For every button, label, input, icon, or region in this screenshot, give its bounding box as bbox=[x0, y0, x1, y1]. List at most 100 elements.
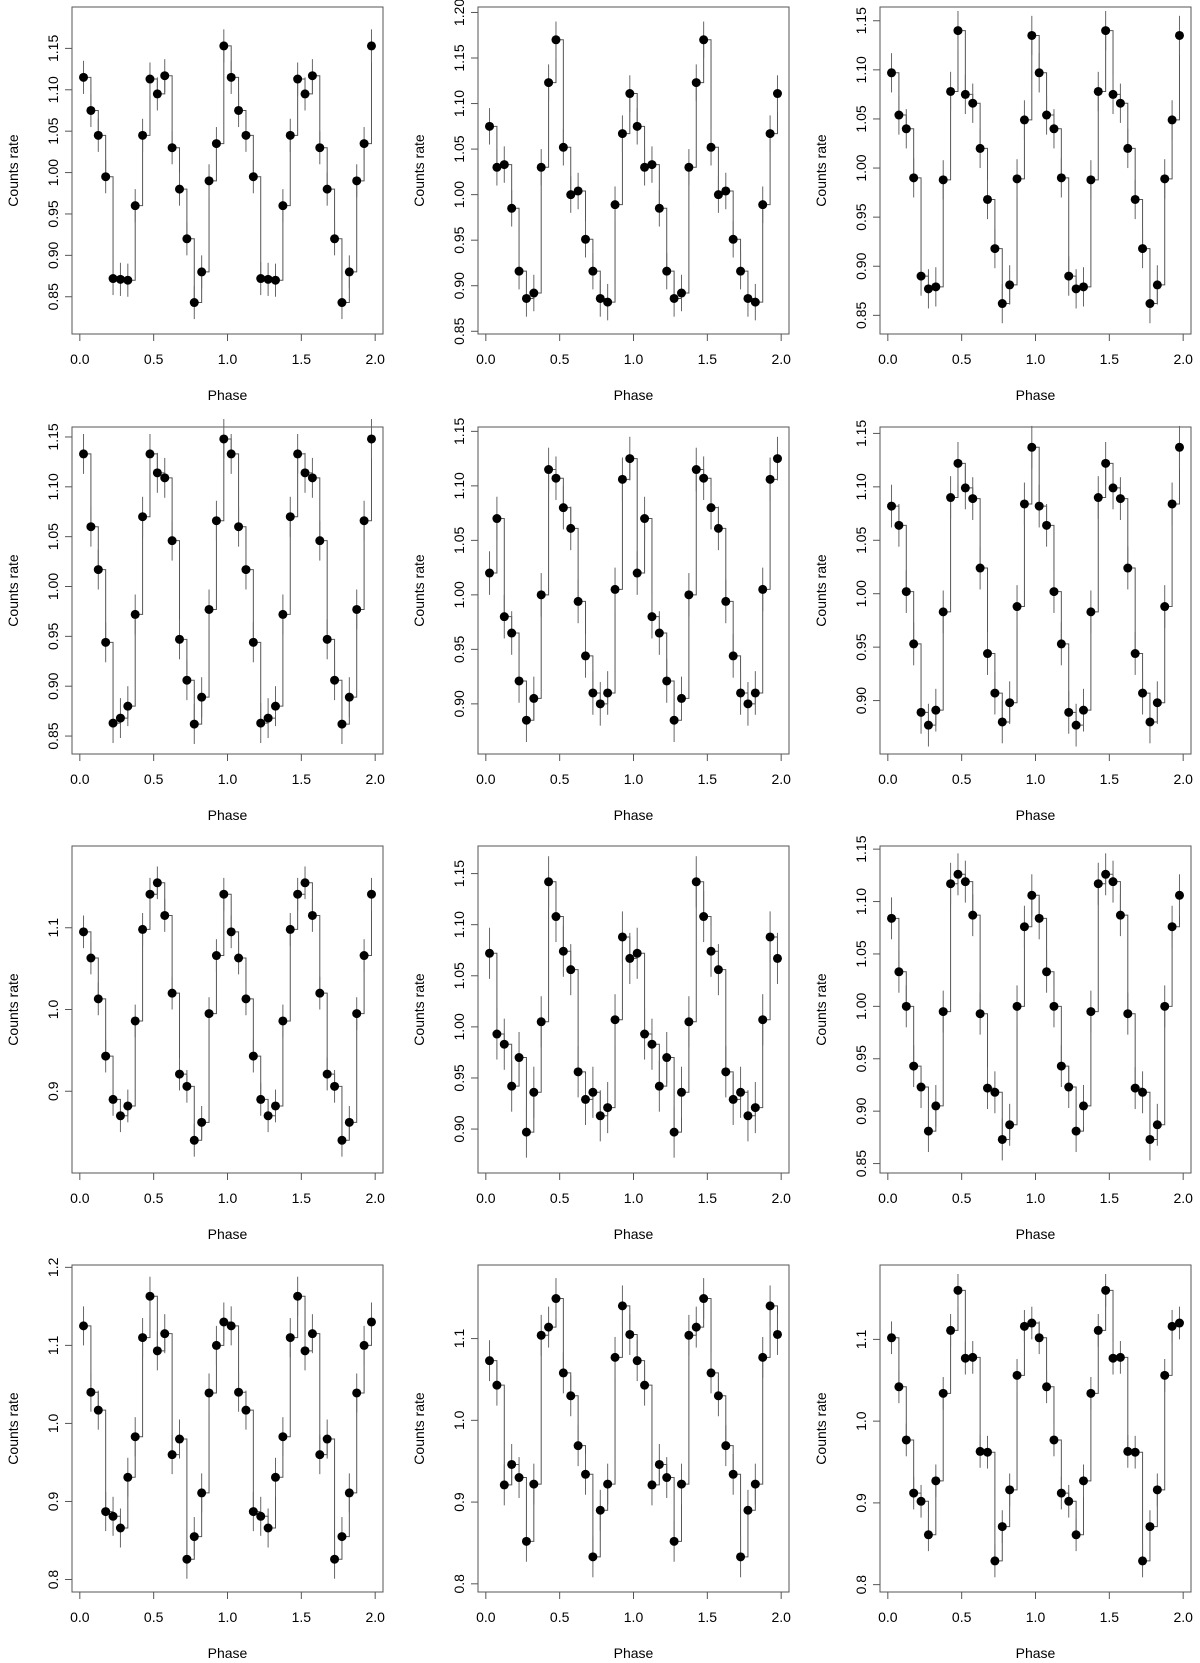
y-tick-label: 1.10 bbox=[451, 472, 467, 499]
data-point bbox=[706, 946, 716, 956]
y-tick-label: 0.8 bbox=[451, 1574, 467, 1594]
x-tick-label: 1.5 bbox=[698, 351, 718, 367]
data-point bbox=[322, 634, 332, 644]
data-point bbox=[923, 720, 933, 730]
data-point bbox=[1071, 1530, 1081, 1540]
x-tick-label: 0.5 bbox=[952, 1609, 972, 1625]
y-tick-label: 0.90 bbox=[451, 272, 467, 299]
data-point bbox=[315, 1450, 325, 1460]
x-tick-label: 2.0 bbox=[365, 1190, 385, 1206]
data-point bbox=[86, 1387, 96, 1397]
data-point bbox=[152, 468, 162, 478]
panel: 0.0 0.5 1.0 1.5 2.0 0.90 0.95 1.00 1.05 1.10 1.15 P… bbox=[813, 420, 1193, 823]
data-point bbox=[248, 1507, 258, 1517]
data-point bbox=[750, 297, 760, 307]
data-point bbox=[1108, 877, 1118, 887]
data-point bbox=[551, 1294, 561, 1304]
x-axis-label: Phase bbox=[614, 1226, 654, 1242]
y-tick-label: 0.85 bbox=[853, 1150, 869, 1177]
data-point bbox=[359, 139, 369, 149]
data-point bbox=[344, 267, 354, 277]
step-line bbox=[83, 1295, 372, 1560]
x-tick-label: 1.5 bbox=[1100, 771, 1120, 787]
data-point bbox=[211, 139, 221, 149]
y-tick-label: 0.85 bbox=[853, 302, 869, 329]
data-point bbox=[728, 1094, 738, 1104]
data-point bbox=[1049, 124, 1059, 134]
y-axis-label: Counts rate bbox=[411, 134, 427, 207]
x-axis-label: Phase bbox=[1016, 1645, 1056, 1661]
data-point bbox=[938, 1007, 948, 1017]
data-point bbox=[485, 948, 495, 958]
data-point bbox=[145, 74, 155, 84]
x-axis-label: Phase bbox=[1016, 807, 1056, 823]
data-point bbox=[248, 172, 258, 182]
data-point bbox=[1130, 649, 1140, 659]
y-tick-label: 1.00 bbox=[853, 993, 869, 1020]
data-point bbox=[1101, 869, 1111, 879]
y-tick-label: 1.15 bbox=[451, 44, 467, 71]
data-point bbox=[990, 1556, 1000, 1566]
data-point bbox=[1019, 1321, 1029, 1331]
data-point bbox=[182, 1554, 192, 1564]
y-axis-label: Counts rate bbox=[5, 134, 21, 207]
y-tick-label: 0.9 bbox=[45, 1081, 61, 1101]
data-point bbox=[901, 1001, 911, 1011]
data-point bbox=[226, 1321, 236, 1331]
data-point bbox=[79, 1321, 89, 1331]
data-point bbox=[736, 266, 746, 276]
y-axis-label: Counts rate bbox=[813, 1392, 829, 1465]
data-point bbox=[315, 143, 325, 153]
data-point bbox=[167, 988, 177, 998]
x-tick-label: 0.0 bbox=[878, 351, 898, 367]
x-tick-label: 1.0 bbox=[624, 1609, 644, 1625]
data-point bbox=[654, 628, 664, 638]
data-point bbox=[728, 651, 738, 661]
data-point bbox=[595, 1505, 605, 1515]
data-point bbox=[521, 1536, 531, 1546]
data-point bbox=[492, 1380, 502, 1390]
data-point bbox=[499, 1039, 509, 1049]
panel: 0.0 0.5 1.0 1.5 2.0 0.85 0.90 0.95 1.00 1.05 1.10 1… bbox=[5, 6, 385, 403]
data-point bbox=[278, 609, 288, 619]
data-point bbox=[514, 1053, 524, 1063]
data-point bbox=[625, 953, 635, 963]
x-tick-label: 0.5 bbox=[550, 351, 570, 367]
data-point bbox=[1034, 1333, 1044, 1343]
data-point bbox=[676, 1087, 686, 1097]
data-point bbox=[234, 953, 244, 963]
panel: 0.0 0.5 1.0 1.5 2.0 0.8 0.9 1.0 1.1 Phase Counts r… bbox=[411, 1264, 791, 1661]
y-tick-label: 1.15 bbox=[45, 35, 61, 62]
x-tick-label: 0.5 bbox=[550, 1609, 570, 1625]
data-point bbox=[160, 71, 170, 81]
y-tick-label: 0.90 bbox=[451, 1115, 467, 1142]
data-point bbox=[256, 1094, 266, 1104]
y-tick-label: 1.05 bbox=[853, 526, 869, 553]
x-axis-label: Phase bbox=[614, 387, 654, 403]
data-point bbox=[758, 584, 768, 594]
x-tick-label: 2.0 bbox=[1173, 1609, 1193, 1625]
data-point bbox=[640, 162, 650, 172]
data-point bbox=[647, 160, 657, 170]
data-point bbox=[204, 1388, 214, 1398]
panel: 0.0 0.5 1.0 1.5 2.0 0.8 0.9 1.0 1.1 1.2 Phase Count… bbox=[5, 1257, 385, 1661]
data-point bbox=[315, 988, 325, 998]
data-point bbox=[603, 688, 613, 698]
data-point bbox=[1138, 1087, 1148, 1097]
data-point bbox=[529, 288, 539, 298]
data-point bbox=[521, 1127, 531, 1137]
step-line bbox=[489, 39, 778, 303]
data-point bbox=[581, 651, 591, 661]
data-point bbox=[93, 1405, 103, 1415]
data-point bbox=[1145, 299, 1155, 309]
data-point bbox=[975, 563, 985, 573]
data-point bbox=[138, 1333, 148, 1343]
x-tick-label: 1.0 bbox=[1026, 351, 1046, 367]
data-point bbox=[901, 587, 911, 597]
x-tick-label: 0.5 bbox=[952, 351, 972, 367]
data-point bbox=[1093, 86, 1103, 96]
data-point bbox=[270, 275, 280, 285]
data-point bbox=[617, 1301, 627, 1311]
y-tick-label: 1.1 bbox=[45, 1335, 61, 1355]
data-point bbox=[909, 173, 919, 183]
